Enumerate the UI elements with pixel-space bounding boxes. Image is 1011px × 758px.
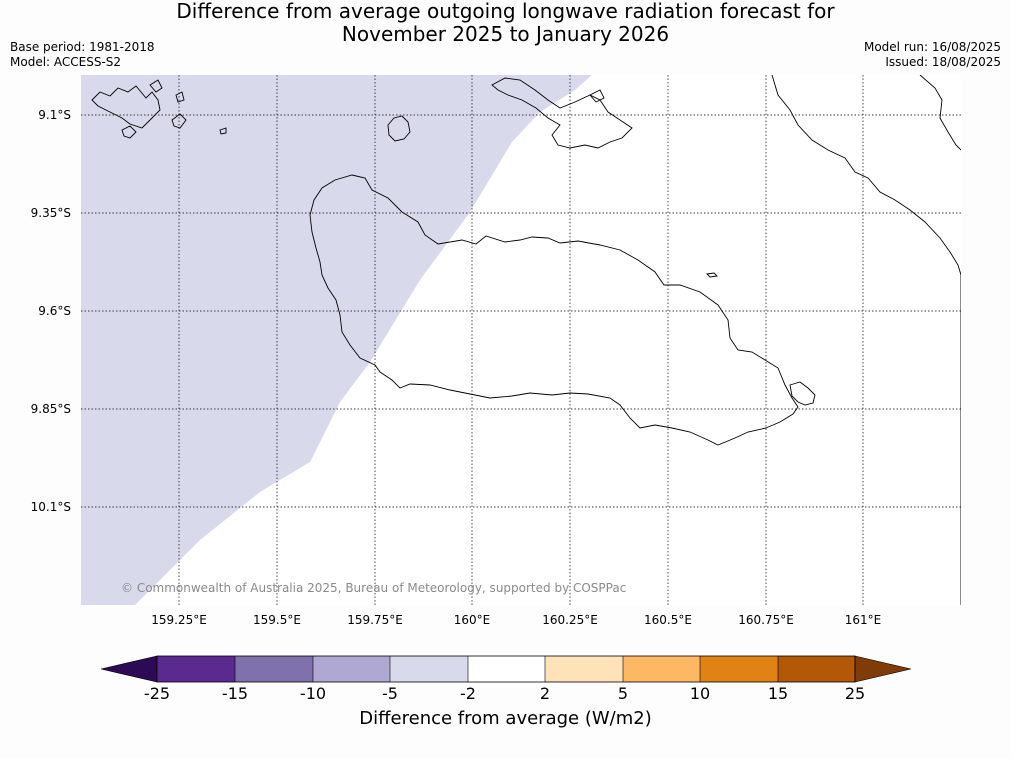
base-period: Base period: 1981-2018 [10,40,155,54]
colorbar-tick-label: 5 [617,684,629,703]
island-florida-2 [589,89,605,103]
island-malaita [771,75,961,605]
graticule [81,75,961,605]
title-line-1: Difference from average outgoing longwav… [176,0,835,23]
lon-label: 160.5°E [644,613,692,627]
issued-date: Issued: 18/08/2025 [885,55,1001,69]
colorbar-title: Difference from average (W/m2) [359,708,652,729]
colorbar-segment [545,656,623,682]
title-line-2: November 2025 to January 2026 [341,22,670,46]
island-nw-1 [91,85,161,129]
coastlines [91,75,961,605]
marau-islets [789,381,816,406]
lat-label: 10.1°S [30,500,71,514]
lat-label: 9.6°S [38,304,71,318]
lat-label: 9.35°S [30,206,71,220]
island-guadalcanal [309,174,799,446]
island-nw-4 [149,79,163,93]
lat-label: 9.1°S [38,108,71,122]
island-nw-5 [219,127,227,135]
lon-label: 160°E [453,613,491,627]
colorbar-tick-label: -5 [382,684,398,703]
islet-east [706,272,718,278]
colorbar-segment [700,656,778,682]
colorbar-segment [313,656,390,682]
model-name: Model: ACCESS-S2 [10,55,122,69]
colorbar-segment [468,656,545,682]
meta-left: Base period: 1981-2018 Model: ACCESS-S2 [10,40,155,70]
colorbar-tick-label: 2 [539,684,551,703]
colorbar-extend-high [854,655,912,683]
colorbar-tick-label: 15 [767,684,789,703]
colorbar-segment [235,656,313,682]
colorbar-segment [157,656,235,682]
colorbar [100,655,912,683]
colorbar-tick-label: -2 [460,684,476,703]
colorbar-tick-label: -25 [143,684,171,703]
island-savo [387,115,411,142]
lon-label: 159.75°E [347,613,403,627]
island-nw-2 [121,125,137,139]
lat-label: 9.85°S [30,402,71,416]
colorbar-tick-label: -10 [299,684,327,703]
meta-right: Model run: 16/08/2025 Issued: 18/08/2025 [864,40,1001,70]
lon-label: 160.75°E [738,613,794,627]
colorbar-segment [390,656,468,682]
island-malaita-north [919,75,961,151]
colorbar-tick-label: -15 [221,684,249,703]
lon-label: 159.25°E [151,613,207,627]
lon-label: 161°E [844,613,882,627]
lon-label: 160.25°E [542,613,598,627]
lon-label: 159.5°E [253,613,301,627]
chart-title: Difference from average outgoing longwav… [0,0,1011,46]
island-florida [491,77,633,149]
colorbar-tick-label: 10 [689,684,711,703]
island-nw-6 [175,91,185,103]
model-run: Model run: 16/08/2025 [863,40,1001,54]
colorbar-tick-label: 25 [844,684,866,703]
colorbar-segment [778,656,855,682]
colorbar-segment [623,656,700,682]
copyright-text: © Commonwealth of Australia 2025, Bureau… [121,581,626,595]
anomaly-region [81,75,592,605]
colorbar-extend-low [100,655,158,683]
